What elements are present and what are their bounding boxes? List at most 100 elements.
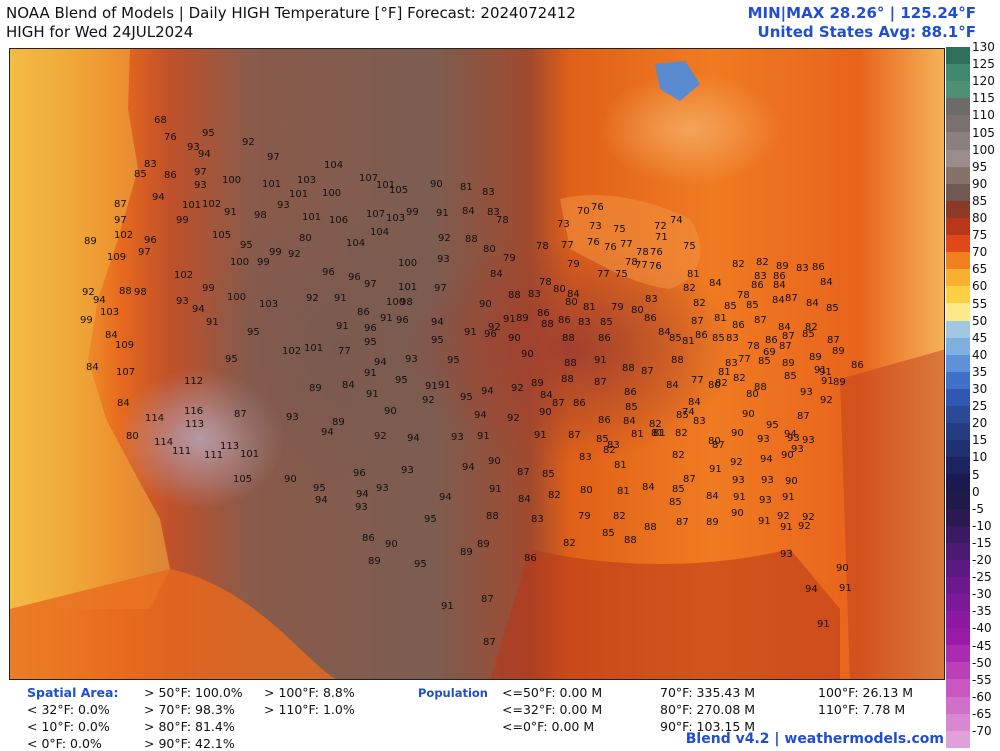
temperature-label: 76 [649, 261, 662, 272]
color-scale-segment [946, 354, 970, 372]
temperature-label: 91 [782, 492, 795, 503]
temperature-label: 92 [242, 137, 255, 148]
temperature-label: 84 [666, 380, 679, 391]
spatial-stat: > 90°F: 42.1% [144, 736, 235, 751]
temperature-label: 80 [299, 233, 312, 244]
temperature-label: 83 [528, 289, 541, 300]
temperature-label: 97 [364, 279, 377, 290]
temperature-label: 95 [447, 355, 460, 366]
color-scale-segment [946, 98, 970, 116]
temperature-label: 82 [675, 428, 688, 439]
temperature-label: 80 [565, 297, 578, 308]
color-scale-tick-label: -20 [972, 553, 992, 567]
color-scale-tick-label: 75 [972, 228, 988, 243]
temperature-label: 93 [194, 180, 207, 191]
temperature-label: 94 [374, 357, 387, 368]
temperature-label: 86 [524, 553, 537, 564]
color-scale-tick-label: 110 [972, 108, 995, 123]
temperature-label: 94 [152, 192, 165, 203]
temperature-label: 98 [134, 287, 147, 298]
temperature-label: 107 [116, 367, 135, 378]
us-average-readout: United States Avg: 88.1°F [757, 23, 976, 41]
temperature-label: 92 [438, 233, 451, 244]
temperature-label: 89 [833, 377, 846, 388]
color-scale-tick-label: -65 [972, 706, 992, 721]
temperature-label: 83 [726, 333, 739, 344]
temperature-label: 95 [364, 337, 377, 348]
temperature-label: 93 [187, 142, 200, 153]
color-scale-segment [946, 217, 970, 236]
temperature-label: 91 [425, 381, 438, 392]
temperature-label: 99 [176, 215, 189, 226]
temperature-label: 94 [321, 427, 334, 438]
temperature-label: 96 [396, 315, 409, 326]
temperature-label: 88 [119, 286, 132, 297]
temperature-label: 92 [798, 521, 811, 532]
spatial-stat: < 10°F: 0.0% [27, 719, 110, 734]
temperature-label: 91 [489, 484, 502, 495]
temperature-label: 83 [725, 358, 738, 369]
color-scale-tick-label: -25 [972, 570, 992, 585]
temperature-label: 84 [86, 362, 99, 373]
temperature-label: 85 [669, 333, 682, 344]
temperature-label: 90 [781, 450, 794, 461]
temperature-label: 112 [184, 376, 203, 387]
temperature-label: 81 [617, 486, 630, 497]
temperature-label: 83 [144, 159, 157, 170]
color-scale-tick-label: 120 [972, 74, 995, 89]
temperature-label: 91 [814, 365, 827, 376]
color-scale-segment [946, 679, 970, 697]
temperature-label: 78 [539, 277, 552, 288]
temperature-label: 87 [782, 331, 795, 342]
temperature-label: 93 [759, 495, 772, 506]
temperature-label: 92 [374, 431, 387, 442]
temperature-label: 69 [763, 347, 776, 358]
temperature-label: 90 [836, 563, 849, 574]
color-scale-tick-label: 30 [972, 382, 988, 396]
temperature-label: 100 [227, 292, 246, 303]
temperature-label: 88 [541, 319, 554, 330]
temperature-label: 89 [832, 346, 845, 357]
temperature-label: 95 [247, 327, 260, 338]
temperature-label: 92 [777, 511, 790, 522]
temperature-label: 99 [269, 247, 282, 258]
temperature-label: 93 [791, 444, 804, 455]
temperature-label: 93 [401, 465, 414, 476]
temperature-label: 103 [297, 175, 316, 186]
color-scale-segment [946, 730, 970, 748]
temperature-label: 92 [288, 249, 301, 260]
temperature-label: 85 [542, 469, 555, 480]
temperature-label: 78 [747, 341, 760, 352]
temperature-label: 94 [481, 386, 494, 397]
temperature-label: 76 [164, 132, 177, 143]
temperature-label: 96 [484, 329, 497, 340]
color-scale-segment [946, 166, 970, 184]
temperature-label: 91 [364, 368, 377, 379]
temperature-label: 96 [364, 323, 377, 334]
temperature-label: 72 [654, 221, 667, 232]
temperature-label: 111 [204, 450, 223, 461]
color-scale-segment [946, 559, 970, 577]
color-scale-segment [946, 645, 970, 663]
temperature-label: 95 [225, 354, 238, 365]
temperature-label: 92 [802, 512, 815, 523]
temperature-label: 78 [625, 257, 638, 268]
temperature-label: 85 [596, 434, 609, 445]
temperature-label: 88 [508, 290, 521, 301]
color-scale-segment [946, 423, 970, 441]
temperature-label: 86 [644, 313, 657, 324]
color-scale-segment [946, 81, 970, 99]
temperature-label: 103 [259, 299, 278, 310]
temperature-label: 90 [742, 409, 755, 420]
temperature-label: 102 [202, 199, 221, 210]
temperature-label: 93 [376, 483, 389, 494]
temperature-label: 83 [531, 514, 544, 525]
credit-link[interactable]: Blend v4.2 | weathermodels.com [685, 731, 944, 747]
spatial-area-title: Spatial Area: [27, 685, 119, 700]
temperature-label: 84 [773, 280, 786, 291]
temperature-label: 82 [693, 298, 706, 309]
temperature-label: 93 [451, 432, 464, 443]
temperature-label: 86 [773, 271, 786, 282]
temperature-label: 94 [356, 489, 369, 500]
temperature-label: 96 [322, 267, 335, 278]
